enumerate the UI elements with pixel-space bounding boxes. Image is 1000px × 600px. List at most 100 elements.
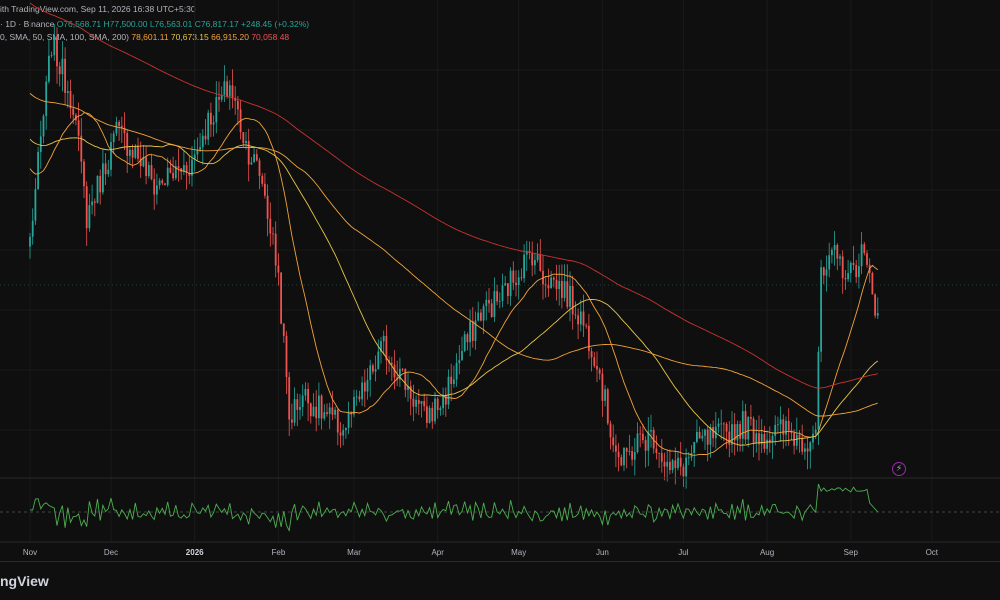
candle xyxy=(207,109,210,146)
candle xyxy=(401,367,404,372)
candle-body xyxy=(393,364,396,378)
candle-body xyxy=(650,429,652,432)
candle xyxy=(534,252,536,275)
candle xyxy=(345,427,347,439)
candle xyxy=(798,430,801,453)
candle-body xyxy=(107,169,110,175)
candle-body xyxy=(353,396,355,415)
candle-body xyxy=(822,267,825,276)
candle-body xyxy=(660,453,663,462)
candle xyxy=(156,173,158,205)
candle-body xyxy=(361,382,363,400)
candle xyxy=(855,259,858,284)
candle xyxy=(690,445,693,461)
candle-body xyxy=(312,406,315,417)
candle-body xyxy=(612,437,615,446)
candle xyxy=(215,81,218,134)
candle xyxy=(296,393,299,427)
candle xyxy=(420,401,423,418)
candle-body xyxy=(855,264,858,278)
candle xyxy=(50,51,53,58)
candle xyxy=(858,253,860,289)
candle xyxy=(390,356,393,382)
moving-averages-layer xyxy=(29,2,879,456)
candle-body xyxy=(185,165,188,174)
x-tick-label: Mar xyxy=(347,548,361,557)
candle-body xyxy=(85,186,88,229)
candle-body xyxy=(207,112,210,140)
candle xyxy=(704,428,706,450)
candle-body xyxy=(520,277,523,279)
candle xyxy=(231,69,234,109)
candle-body xyxy=(423,401,426,407)
candle xyxy=(847,259,849,283)
candle-body xyxy=(415,399,417,407)
lightning-icon[interactable]: ⚡ xyxy=(892,462,906,476)
candle-body xyxy=(153,179,156,195)
x-tick-label: Oct xyxy=(926,548,939,557)
candle-body xyxy=(809,442,812,452)
candle-body xyxy=(860,244,863,267)
x-tick-label: Aug xyxy=(760,548,774,557)
candle xyxy=(787,408,790,446)
candles-layer xyxy=(29,24,879,489)
brand-footer: ngView xyxy=(0,561,1000,600)
candle xyxy=(75,112,77,126)
candle xyxy=(812,425,814,450)
candle-body xyxy=(31,220,34,237)
candle-body xyxy=(37,151,39,190)
candle-body xyxy=(712,427,714,439)
candle xyxy=(307,382,309,422)
candle xyxy=(331,390,334,421)
candle xyxy=(353,389,355,418)
candle xyxy=(666,449,669,482)
sma-20-line xyxy=(29,112,879,456)
candle xyxy=(825,255,828,292)
candle-body xyxy=(785,420,787,435)
candle xyxy=(261,173,264,187)
candle-body xyxy=(858,266,860,278)
candle-body xyxy=(296,399,299,410)
candle-body xyxy=(466,334,469,343)
candle xyxy=(250,156,253,165)
chart-header-line2: · 1D · Binance O76,568.71 H77,500.00 L76… xyxy=(0,19,309,29)
candle-body xyxy=(741,411,744,439)
candle-body xyxy=(658,452,660,454)
candle-body xyxy=(215,97,218,123)
candle xyxy=(104,153,107,186)
candle xyxy=(760,419,763,454)
sma-200-line xyxy=(29,2,878,389)
candle xyxy=(274,221,277,278)
candle-body xyxy=(758,433,760,445)
ma-value-200: 70,058.48 xyxy=(251,32,290,42)
candle xyxy=(874,293,876,319)
candle-body xyxy=(53,36,56,56)
candle-body xyxy=(704,429,706,436)
symbol-info[interactable]: · 1D · Binance xyxy=(0,19,55,29)
candle xyxy=(120,116,123,143)
candle xyxy=(123,112,126,150)
candle xyxy=(555,264,558,301)
candle xyxy=(31,208,34,245)
candle-body xyxy=(844,278,847,280)
candle-body xyxy=(682,466,685,477)
candle-body xyxy=(685,457,687,477)
x-tick-label: Dec xyxy=(104,548,118,557)
candle-body xyxy=(804,448,806,452)
candle-body xyxy=(669,461,671,471)
candle xyxy=(590,347,593,372)
candle-body xyxy=(723,423,725,425)
ma-legend[interactable]: 0, SMA, 50, SMA, 100, SMA, 200) 78,601.1… xyxy=(0,32,289,42)
candle xyxy=(56,27,58,84)
candle-body xyxy=(64,58,66,93)
candle xyxy=(493,277,496,322)
candle-body xyxy=(663,461,666,467)
candle-body xyxy=(164,183,166,185)
candle-body xyxy=(431,407,434,422)
candle xyxy=(115,116,118,137)
x-tick-label: Feb xyxy=(272,548,286,557)
candle-body xyxy=(385,335,388,361)
candle xyxy=(199,133,201,153)
candle xyxy=(129,146,131,165)
